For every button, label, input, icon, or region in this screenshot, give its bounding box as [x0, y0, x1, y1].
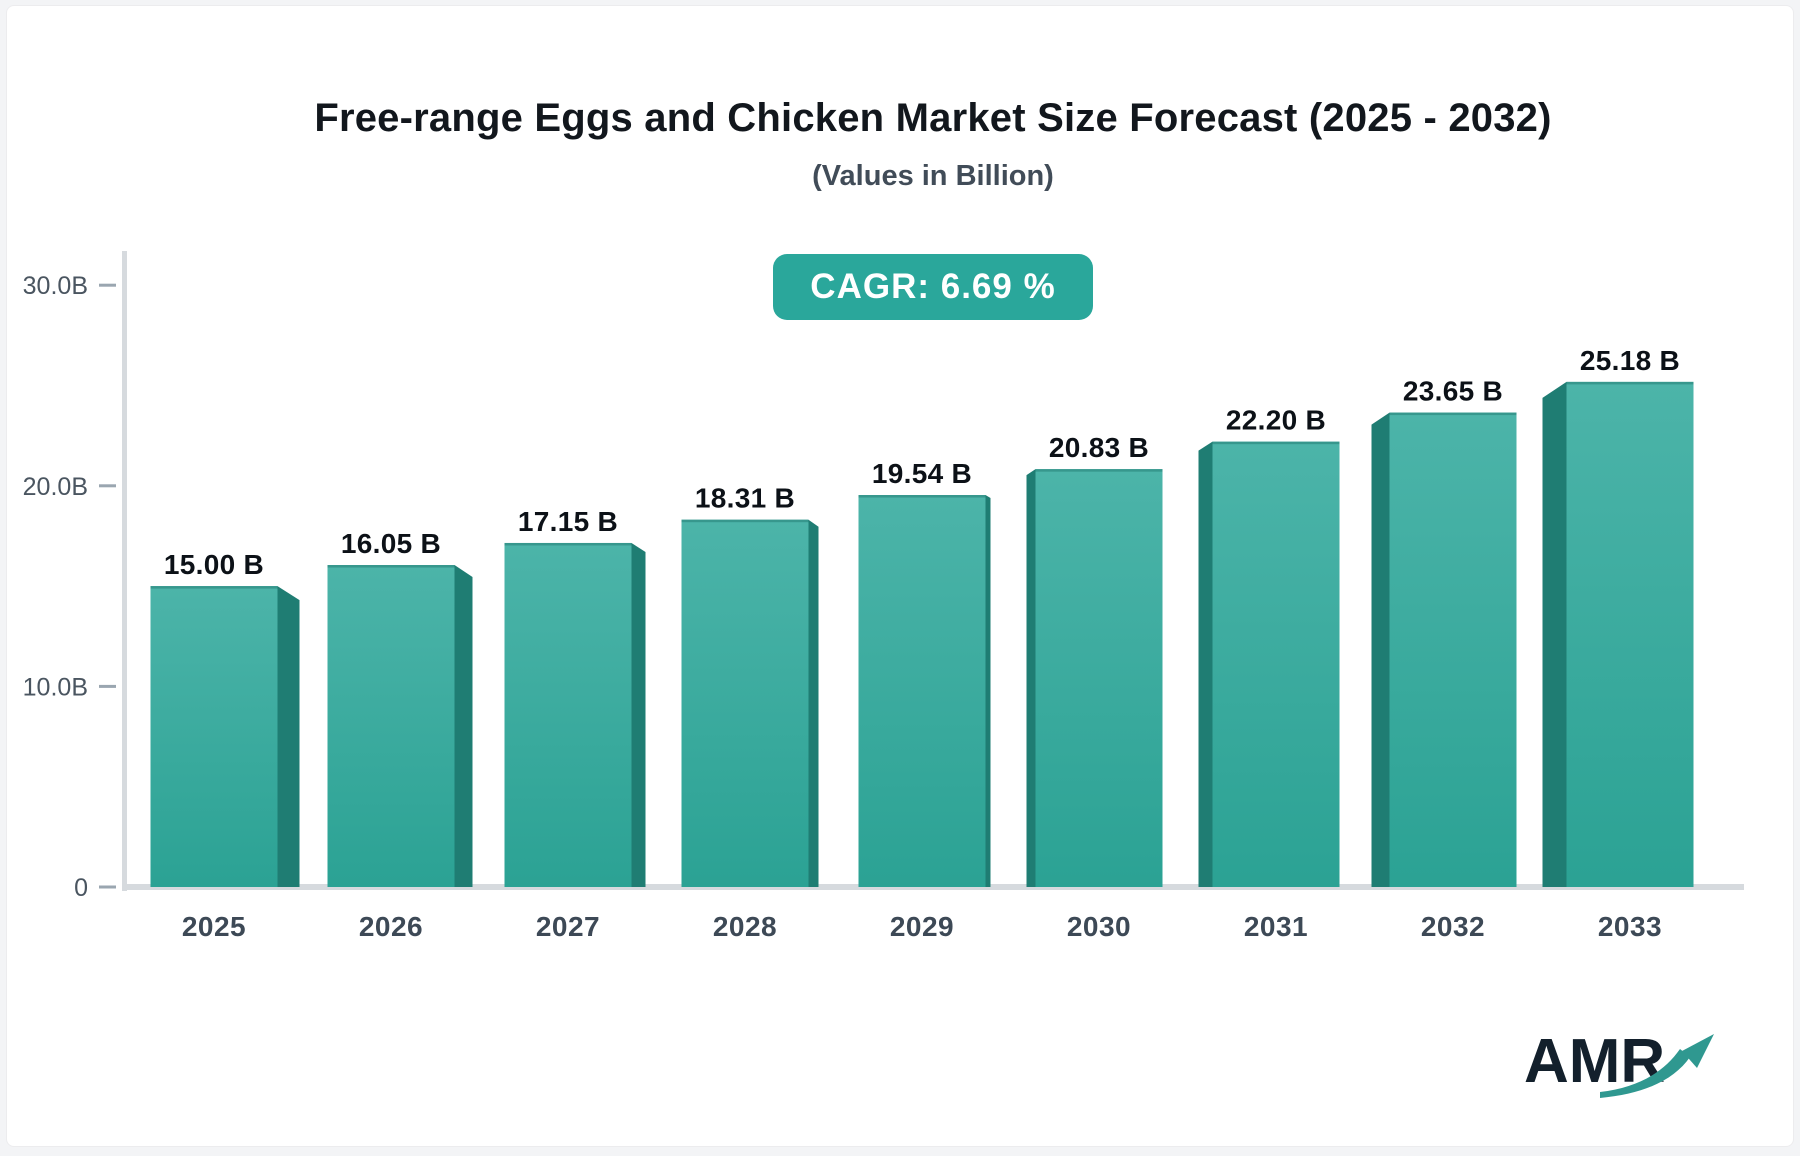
bar-value-label: 18.31 B: [695, 483, 795, 514]
bar-side-face: [1371, 412, 1390, 887]
x-tick-label: 2027: [536, 911, 600, 942]
bar-value-label: 15.00 B: [164, 549, 264, 580]
bar-2032: 23.65 B 2032: [1371, 376, 1517, 942]
bar-side-face: [1542, 381, 1567, 887]
bar-top-edge: [1035, 469, 1163, 472]
growth-arrow-icon: [1600, 1034, 1714, 1098]
bar-top-edge: [504, 542, 632, 546]
x-tick-label: 2025: [182, 911, 246, 942]
bar-top-edge: [858, 495, 986, 498]
y-tick-label: 10.0B: [23, 673, 88, 701]
bar-front-face: [327, 565, 455, 887]
bar-value-label: 19.54 B: [872, 458, 972, 489]
x-tick-label: 2031: [1244, 911, 1308, 942]
bar-top-edge: [1566, 381, 1694, 385]
bar-side-face: [1198, 441, 1213, 887]
bar-front-face: [858, 495, 986, 887]
amr-logo: AMR: [1524, 1026, 1744, 1116]
bar-2025: 15.00 B 2025: [150, 549, 300, 942]
bar-top-edge: [327, 565, 455, 568]
bar-side-face: [808, 519, 819, 887]
x-tick-label: 2030: [1067, 911, 1131, 942]
bar-top-edge: [1389, 412, 1517, 416]
x-tick-label: 2029: [890, 911, 954, 942]
bar-2030: 20.83 B 2030: [1026, 432, 1163, 942]
y-tick-mark: [99, 885, 116, 889]
bar-value-label: 17.15 B: [518, 506, 618, 537]
bar-side-face: [631, 542, 646, 887]
bar-2028: 18.31 B 2028: [681, 483, 819, 942]
bar-front-face: [504, 542, 632, 887]
bar-front-face: [1035, 469, 1163, 887]
bar-2031: 22.20 B 2031: [1198, 405, 1340, 942]
bar-2026: 16.05 B 2026: [327, 528, 473, 942]
chart-subtitle: (Values in Billion): [812, 160, 1054, 192]
x-tick-label: 2033: [1598, 911, 1662, 942]
cagr-badge: CAGR: 6.69 %: [773, 254, 1093, 320]
bar-2029: 19.54 B 2029: [858, 458, 991, 942]
bar-value-label: 25.18 B: [1580, 345, 1680, 376]
bar-top-edge: [681, 519, 809, 523]
x-tick-label: 2026: [359, 911, 423, 942]
bar-side-face: [277, 586, 300, 887]
y-tick-mark: [99, 684, 116, 688]
bar-front-face: [1566, 381, 1694, 887]
bar-side-face: [454, 565, 473, 887]
y-axis-line: [122, 251, 127, 891]
bar-front-face: [681, 519, 809, 887]
y-tick-mark: [99, 484, 116, 488]
bar-value-label: 23.65 B: [1403, 376, 1503, 407]
y-tick-label: 0: [74, 874, 88, 902]
bar-front-face: [1212, 441, 1340, 887]
cagr-badge-row: CAGR: 6.69 %: [130, 254, 1736, 320]
x-tick-label: 2032: [1421, 911, 1485, 942]
bar-top-edge: [150, 586, 278, 589]
bar-front-face: [150, 586, 278, 887]
bar-side-face: [1026, 469, 1036, 887]
y-tick-label: 30.0B: [23, 272, 88, 300]
bar-value-label: 20.83 B: [1049, 432, 1149, 463]
bar-top-edge: [1212, 441, 1340, 445]
bar-2033: 25.18 B 2033: [1542, 345, 1694, 942]
bar-side-face: [985, 495, 991, 887]
y-tick-label: 20.0B: [23, 473, 88, 501]
bar-value-label: 16.05 B: [341, 528, 441, 559]
bar-front-face: [1389, 412, 1517, 887]
bar-2027: 17.15 B 2027: [504, 506, 646, 942]
x-tick-label: 2028: [713, 911, 777, 942]
bar-value-label: 22.20 B: [1226, 405, 1326, 436]
chart-title: Free-range Eggs and Chicken Market Size …: [314, 96, 1552, 140]
y-tick-mark: [99, 283, 116, 287]
